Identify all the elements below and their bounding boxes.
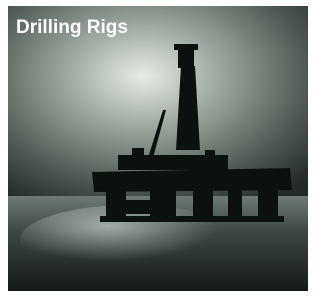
title: Drilling Rigs [16,17,128,38]
image [8,6,308,291]
page: Drilling Rigs (() => { const data = JSON… [0,0,313,297]
photo: Drilling Rigs [0,0,313,297]
